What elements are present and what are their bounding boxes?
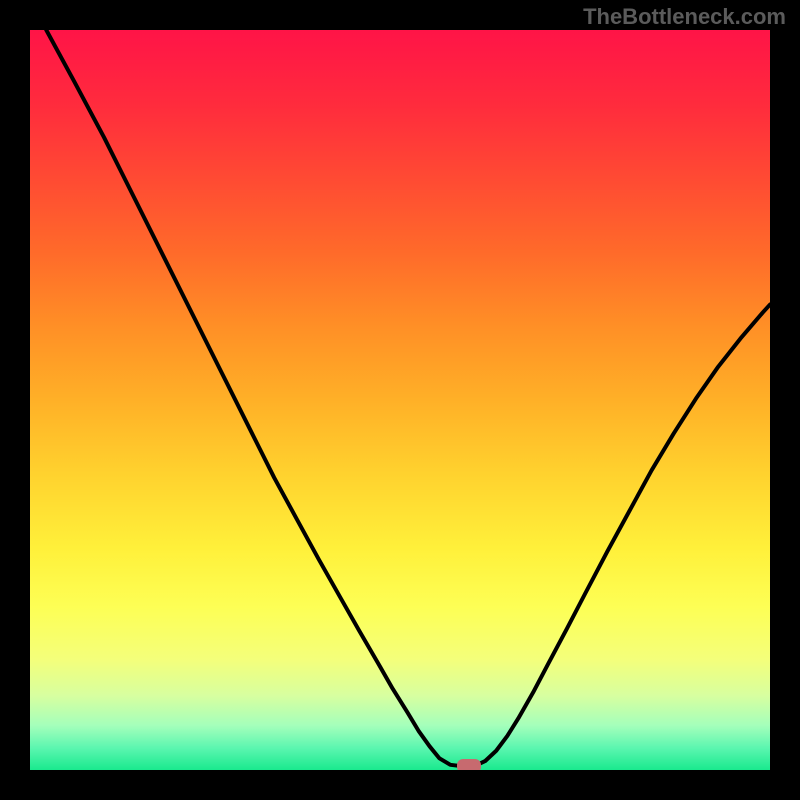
curve-line: [30, 30, 770, 770]
min-marker: [457, 759, 481, 770]
plot-area: [30, 30, 770, 770]
watermark-text: TheBottleneck.com: [583, 4, 786, 30]
chart-container: TheBottleneck.com: [0, 0, 800, 800]
